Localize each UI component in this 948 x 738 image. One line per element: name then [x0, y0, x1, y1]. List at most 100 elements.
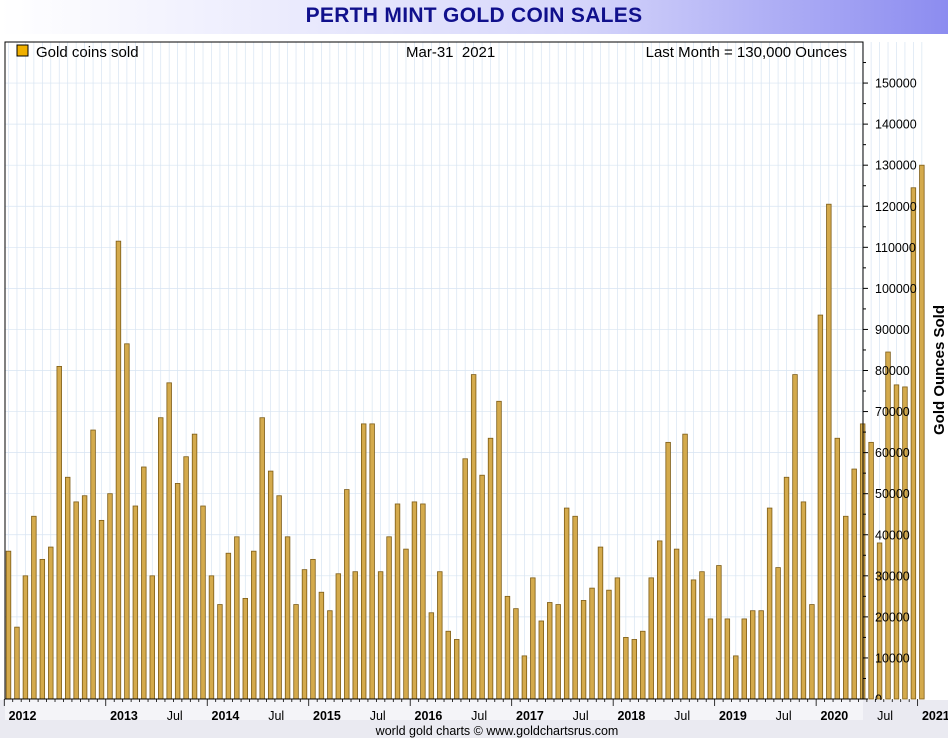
- y-tick-label: 110000: [875, 241, 916, 255]
- bar: 44500: [843, 515, 849, 700]
- bar: 39500: [234, 536, 240, 700]
- bar: 124500: [910, 187, 917, 700]
- bar: 21000: [428, 612, 435, 700]
- x-tick-label: 2020: [820, 709, 848, 723]
- x-tick-label: 2021: [922, 709, 948, 723]
- bar: 68500: [259, 417, 265, 700]
- x-tick-label: 2012: [9, 709, 37, 723]
- bar: 68500: [158, 417, 164, 700]
- bar: 34000: [310, 558, 316, 700]
- bar: 36000: [251, 550, 257, 700]
- bar: 47000: [200, 505, 206, 700]
- bar: 16500: [445, 630, 451, 700]
- bar: 81000: [56, 365, 62, 700]
- bar: 67000: [369, 423, 375, 700]
- bar: 64500: [191, 433, 198, 700]
- bar: 43500: [98, 519, 105, 700]
- title-bar: PERTH MINT GOLD COIN SALES: [0, 0, 948, 34]
- bar: 31000: [377, 571, 384, 700]
- bar: 21500: [327, 610, 333, 700]
- x-tick-label: Jul: [370, 709, 386, 723]
- bar: 26000: [318, 591, 325, 700]
- y-tick-label: 120000: [875, 200, 917, 214]
- x-axis-label-band: [5, 700, 863, 720]
- bar: 37000: [597, 546, 604, 700]
- bar: 29000: [690, 579, 697, 700]
- legend-swatch: [16, 44, 29, 57]
- bar: 10500: [521, 655, 528, 700]
- bar: 84500: [885, 351, 891, 700]
- y-tick-label: 10000: [875, 651, 910, 665]
- x-tick-label: 2018: [617, 709, 645, 723]
- chart-title: PERTH MINT GOLD COIN SALES: [305, 4, 643, 27]
- bar: 48000: [800, 501, 807, 700]
- bar: 36000: [5, 550, 12, 700]
- y-tick-label: 70000: [875, 405, 910, 419]
- bar: 23500: [547, 602, 553, 700]
- y-tick-label: 100000: [875, 282, 917, 296]
- last-month-label: Last Month = 130,000 Ounces: [646, 44, 847, 61]
- bar: 93500: [817, 314, 824, 700]
- bar: 23000: [809, 604, 815, 700]
- bar: 32000: [775, 567, 781, 700]
- bar: 39500: [386, 536, 392, 700]
- y-tick-label: 60000: [875, 446, 910, 460]
- bar: 24000: [580, 600, 587, 700]
- y-axis: 0 10000 20000 30000 40000 50000 60000 70000 8000…: [863, 62, 917, 707]
- bar: 36500: [403, 548, 409, 700]
- bar: 32500: [716, 565, 722, 700]
- bar: 86500: [124, 343, 130, 700]
- y-axis-title: Gold Ounces Sold: [931, 305, 948, 435]
- bar: 72500: [496, 400, 502, 700]
- bar: 50000: [107, 493, 113, 700]
- bar: 10500: [733, 655, 739, 700]
- bar: 79000: [792, 374, 798, 700]
- bar: 21500: [758, 610, 764, 700]
- y-tick-label: 150000: [875, 77, 917, 91]
- bar: 15000: [623, 637, 629, 700]
- bar: 51000: [344, 489, 350, 700]
- bar: 31500: [301, 569, 308, 700]
- bar: 19500: [741, 618, 747, 700]
- x-tick-label: 2014: [212, 709, 240, 723]
- bar: 65500: [90, 429, 96, 700]
- bar: 21500: [750, 610, 756, 700]
- bar: 47500: [420, 503, 426, 700]
- bar: 46500: [766, 507, 773, 700]
- bar: 47500: [394, 503, 401, 700]
- bar: 38000: [876, 542, 883, 700]
- y-tick-label: 80000: [875, 364, 910, 378]
- bar: 16500: [640, 630, 646, 700]
- x-tick-label: 2019: [719, 709, 747, 723]
- bar: 77000: [166, 382, 172, 700]
- bar: 76000: [902, 386, 908, 700]
- bar: 19000: [538, 620, 544, 700]
- bar: 63500: [834, 437, 840, 700]
- bar: 48000: [73, 501, 79, 700]
- bar: 35500: [225, 552, 232, 700]
- date-label: Mar-31 2021: [406, 44, 495, 61]
- y-tick-label: 30000: [875, 569, 910, 583]
- y-tick-label: 40000: [875, 528, 910, 542]
- y-tick-label: 90000: [875, 323, 910, 337]
- bar: 46500: [563, 507, 570, 700]
- x-tick-label: 2017: [516, 709, 544, 723]
- bar: 24500: [242, 597, 248, 700]
- bar: 17500: [14, 626, 20, 700]
- bar: 39500: [284, 536, 291, 700]
- bar: 14500: [454, 639, 460, 700]
- bar: 54000: [783, 476, 790, 700]
- bar: 79000: [470, 374, 477, 700]
- bar: 56500: [141, 466, 147, 700]
- x-tick-label: Jul: [674, 709, 690, 723]
- bar: 56000: [851, 468, 857, 700]
- y-tick-label: 0: [875, 693, 882, 707]
- bar: 63500: [487, 437, 494, 700]
- bar: 52500: [174, 483, 181, 700]
- bar: 58500: [462, 458, 468, 700]
- bar: 37000: [48, 546, 54, 700]
- x-tick-label: Jul: [573, 709, 589, 723]
- bar: 30500: [335, 573, 342, 700]
- bar: 19500: [724, 618, 731, 700]
